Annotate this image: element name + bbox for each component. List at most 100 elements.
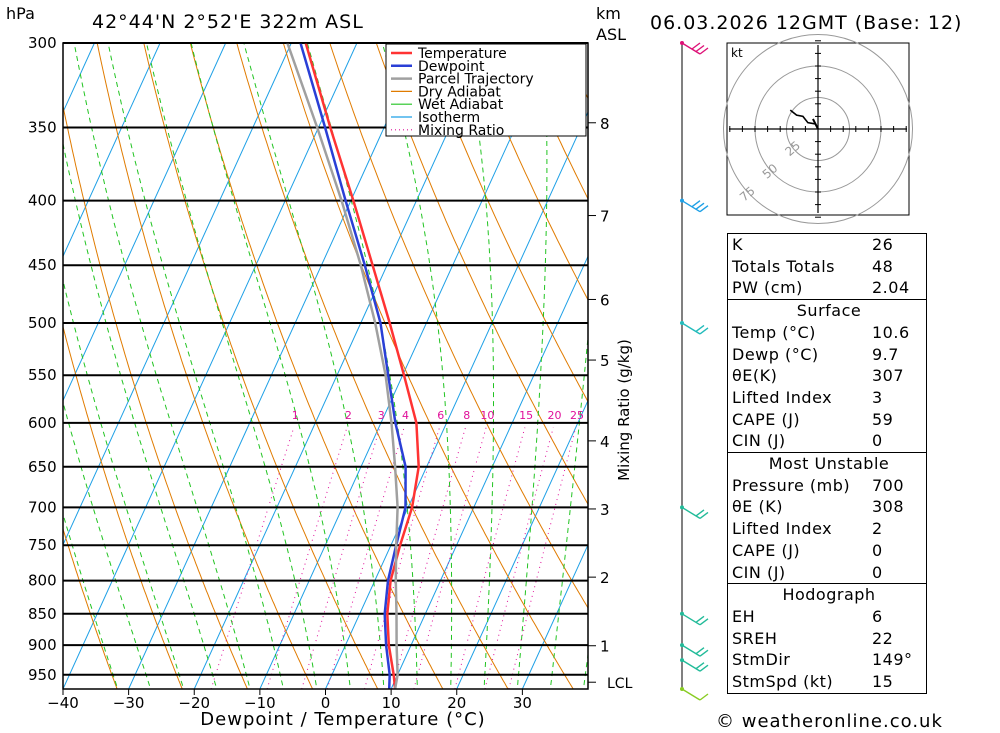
surface-row-lifted: Lifted Index 3 [728, 387, 927, 409]
mixing-ratio-label: 1 [292, 409, 299, 422]
dry-adiabat-line [63, 103, 248, 689]
wet-adiabat-line [73, 43, 251, 689]
height-tick-label: 6 [600, 291, 610, 309]
hodo-row-sreh: SREH 22 [728, 628, 927, 650]
mu-row-lifted: Lifted Index 2 [728, 518, 927, 540]
isotherm-line [390, 255, 588, 689]
pressure-tick-label: 550 [28, 366, 57, 384]
dry-adiabat-line [282, 43, 574, 689]
plot-frame [62, 42, 596, 695]
hodograph-unit-label: kt [731, 46, 743, 60]
legend-entry-label: Dry Adiabat [418, 84, 501, 100]
wet-adiabat-line [306, 43, 418, 689]
mu-row-pressure: Pressure (mb) 700 [728, 475, 927, 497]
most-unstable-title: Most Unstable [768, 454, 890, 474]
x-tick-label: 20 [447, 694, 466, 712]
dry-adiabat-line [375, 43, 588, 506]
index-label: Pressure (mb) [732, 475, 851, 495]
legend-entry-label: Wet Adiabat [418, 97, 504, 113]
mixing-ratio-label: 25 [570, 409, 584, 422]
x-tick-label: −10 [244, 694, 276, 712]
surface-title: Surface [796, 301, 862, 321]
mu-row-cin: CIN (J) 0 [728, 562, 927, 584]
legend-entry-label: Dewpoint [418, 59, 485, 75]
wind-barb-staff [681, 613, 701, 626]
height-tick-label: 7 [600, 208, 610, 226]
km-label: km [596, 4, 621, 23]
wet-adiabat-line [146, 43, 318, 689]
index-label: Dewp (°C) [732, 344, 819, 364]
isotherm-line [0, 43, 29, 689]
index-value: 15 [872, 672, 894, 692]
index-label: SREH [732, 628, 778, 648]
isotherm-line [63, 43, 292, 546]
pressure-tick-label: 350 [28, 118, 57, 136]
index-value: 307 [872, 366, 905, 386]
wind-barb-staff [681, 659, 701, 672]
index-value: 10.6 [872, 322, 910, 342]
wind-barb-staff [681, 506, 701, 519]
most-unstable-block: Most Unstable Pressure (mb) 700 θE (K) 308… [727, 452, 927, 584]
wind-barb-flag [695, 647, 705, 655]
axis-labels: 1 2 3 4 6 8 10 15 20 2530035040045050055060065070… [28, 34, 633, 712]
mixing-ratio-line [454, 427, 526, 689]
pressure-unit-label: hPa [6, 4, 35, 23]
mixing-ratio-line [508, 427, 577, 689]
index-label: CAPE (J) [732, 540, 801, 560]
index-value: 48 [872, 256, 894, 276]
x-tick-label: −40 [47, 694, 79, 712]
lcl-label: LCL [607, 676, 633, 692]
mixing-ratio-label: 3 [378, 409, 385, 422]
dry-adiabat-line [934, 43, 1000, 689]
wind-barb-flag [695, 662, 705, 670]
index-label: PW (cm) [732, 278, 803, 298]
wind-barb-staff [681, 688, 701, 701]
dry-adiabat-line [189, 43, 444, 689]
index-value: 3 [872, 387, 883, 407]
index-label: Lifted Index [732, 519, 833, 539]
mixing-ratio-label: 2 [345, 409, 352, 422]
wet-adiabat-line [381, 43, 453, 689]
mixing-ratio-label: 6 [437, 409, 444, 422]
index-value: 9.7 [872, 344, 899, 364]
dry-adiabat-line [143, 43, 379, 689]
wind-barb-staff [681, 200, 701, 213]
index-value: 700 [872, 475, 905, 495]
wind-barb-staff [681, 322, 701, 335]
index-row-pw: PW (cm) 2.04 [728, 277, 927, 299]
x-axis-title: Dewpoint / Temperature (°C) [200, 709, 485, 730]
series-line-temperature [304, 43, 420, 689]
wind-barb-flag [695, 509, 705, 517]
legend-entry-label: Isotherm [418, 110, 480, 126]
index-label: Lifted Index [732, 387, 833, 407]
index-value: 0 [872, 562, 883, 582]
surface-row-temp: Temp (°C) 10.6 [728, 322, 927, 344]
index-label: θE(K) [732, 366, 778, 386]
height-tick-label: 1 [600, 638, 610, 656]
isotherm-line [325, 110, 588, 689]
legend-entry-label: Temperature [417, 46, 507, 62]
wet-adiabat-line [107, 43, 284, 689]
indices-table: K 26 Totals Totals 48 PW (cm) 2.04 Surface … [727, 233, 927, 694]
wind-barb-staff [681, 644, 701, 657]
wind-barb-flag [699, 205, 709, 213]
pressure-tick-label: 800 [28, 572, 57, 590]
surface-row-cin: CIN (J) 0 [728, 430, 927, 452]
pressure-tick-label: 600 [28, 414, 57, 432]
hodograph-table-block: Hodograph EH 6 SREH 22 StmDir 149° StmSpd (… [727, 583, 927, 694]
height-tick-label: 2 [600, 569, 610, 587]
index-label: K [732, 235, 743, 254]
mixing-ratio-line [484, 427, 554, 689]
wind-barb-flag [699, 664, 709, 672]
index-label: Temp (°C) [732, 322, 816, 342]
mu-row-theta-e: θE (K) 308 [728, 496, 927, 518]
wind-barb-flag [695, 324, 705, 333]
surface-row-dewp: Dewp (°C) 9.7 [728, 344, 927, 366]
wind-barb-flag [699, 649, 709, 657]
wind-barb-flag [695, 44, 705, 53]
asl-label: ASL [596, 25, 626, 44]
dry-adiabat-line [96, 43, 314, 689]
x-tick-label: −20 [178, 694, 210, 712]
height-tick-label: 5 [600, 352, 610, 370]
wind-barb-flag [691, 200, 701, 208]
